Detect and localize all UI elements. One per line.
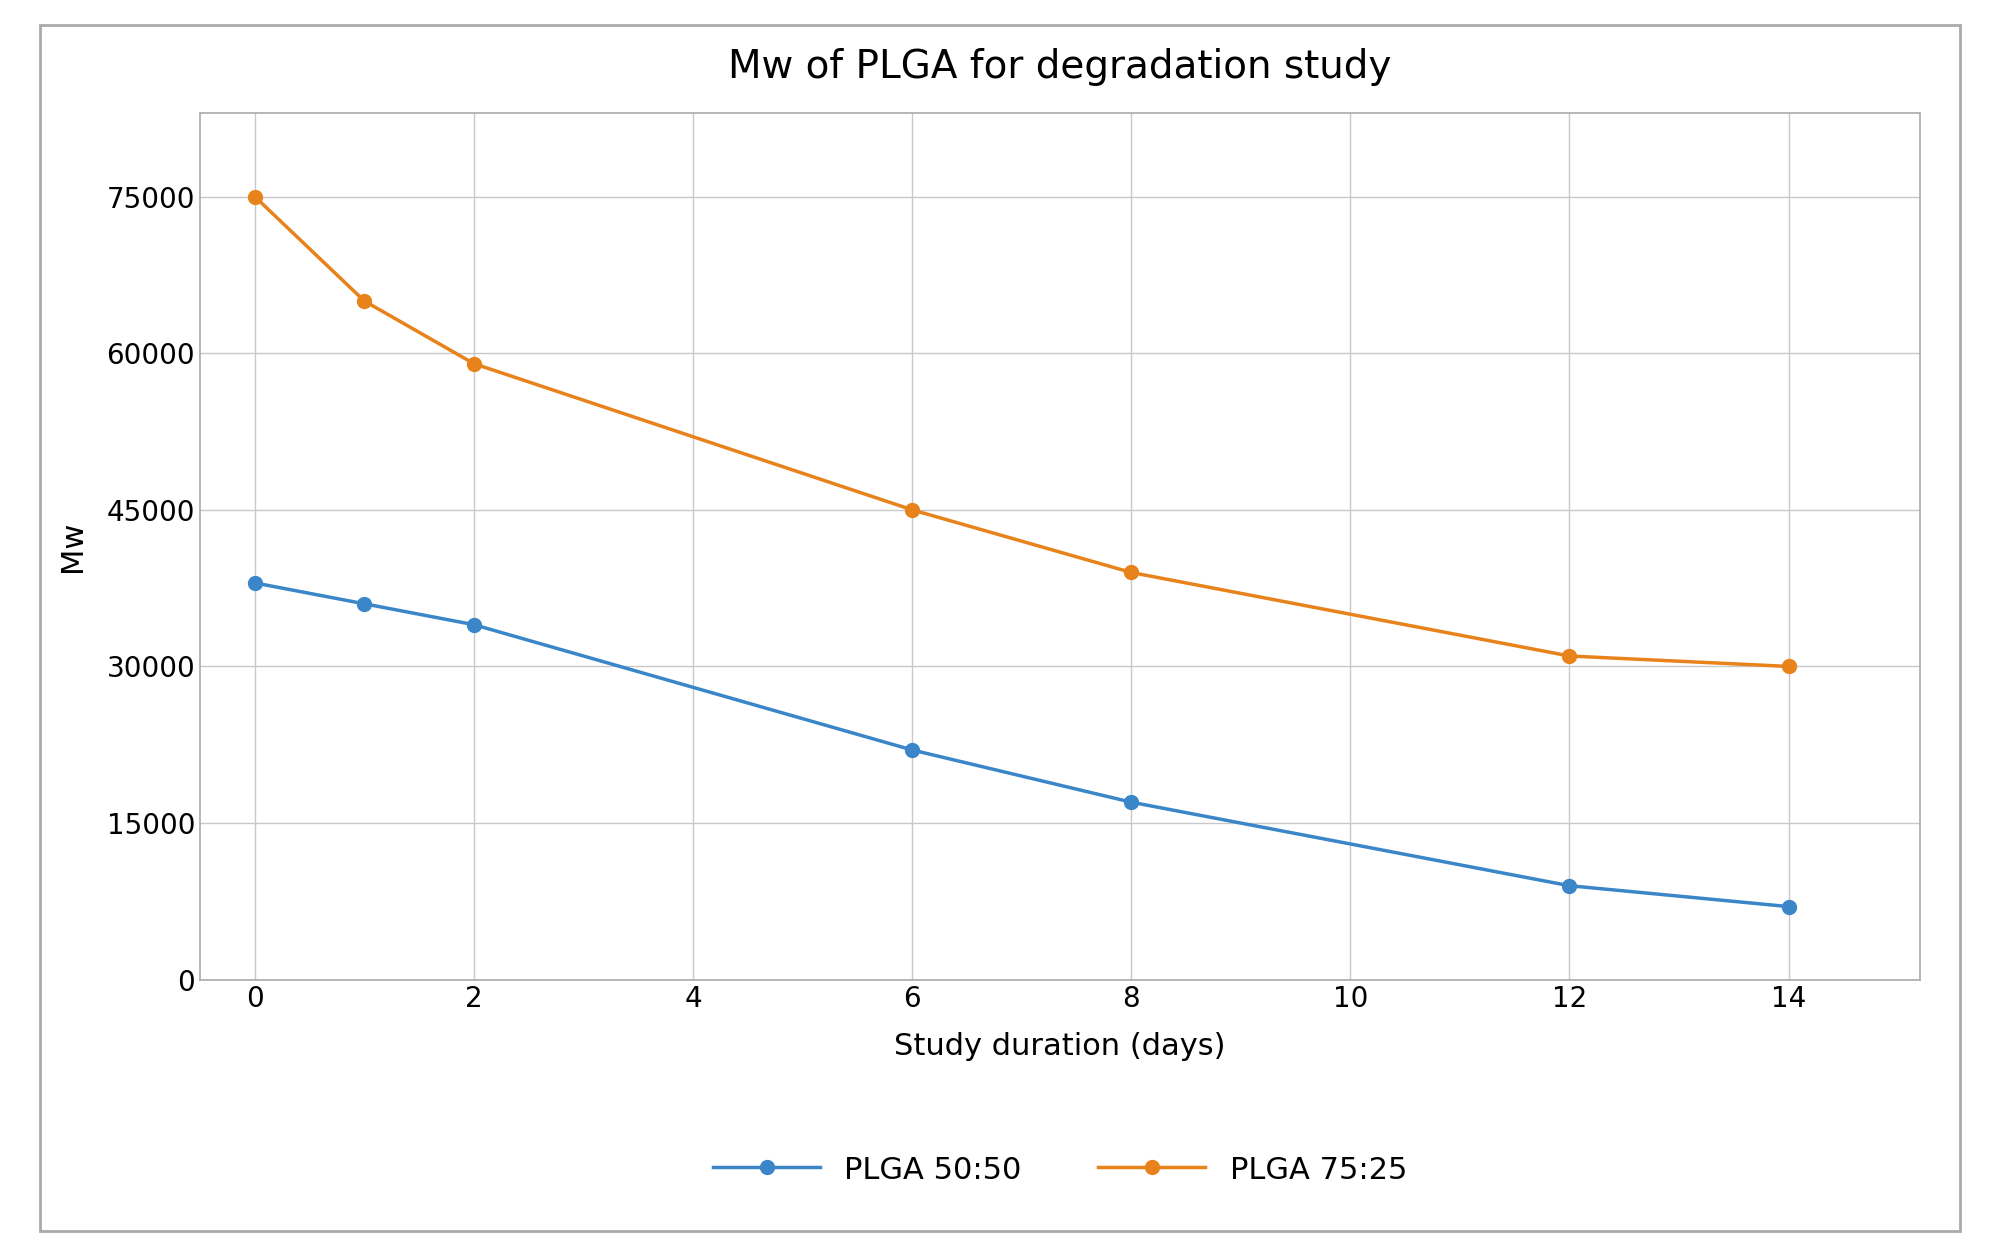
Legend: PLGA 50:50, PLGA 75:25: PLGA 50:50, PLGA 75:25: [700, 1142, 1420, 1197]
Y-axis label: Mw: Mw: [58, 521, 86, 571]
Line: PLGA 50:50: PLGA 50:50: [248, 577, 1796, 913]
Line: PLGA 75:25: PLGA 75:25: [248, 190, 1796, 673]
PLGA 50:50: [352, 597, 376, 612]
PLGA 50:50: [1120, 795, 1144, 810]
PLGA 75:25: [352, 294, 376, 309]
PLGA 75:25: [900, 502, 924, 517]
PLGA 50:50: [462, 617, 486, 632]
PLGA 50:50: [1558, 878, 1582, 893]
Title: Mw of PLGA for degradation study: Mw of PLGA for degradation study: [728, 48, 1392, 87]
PLGA 75:25: [1558, 648, 1582, 663]
PLGA 50:50: [242, 575, 266, 590]
PLGA 75:25: [1776, 659, 1800, 674]
PLGA 50:50: [1776, 899, 1800, 914]
PLGA 75:25: [242, 190, 266, 205]
PLGA 75:25: [1120, 565, 1144, 580]
PLGA 50:50: [900, 742, 924, 757]
X-axis label: Study duration (days): Study duration (days): [894, 1032, 1226, 1061]
PLGA 75:25: [462, 357, 486, 372]
